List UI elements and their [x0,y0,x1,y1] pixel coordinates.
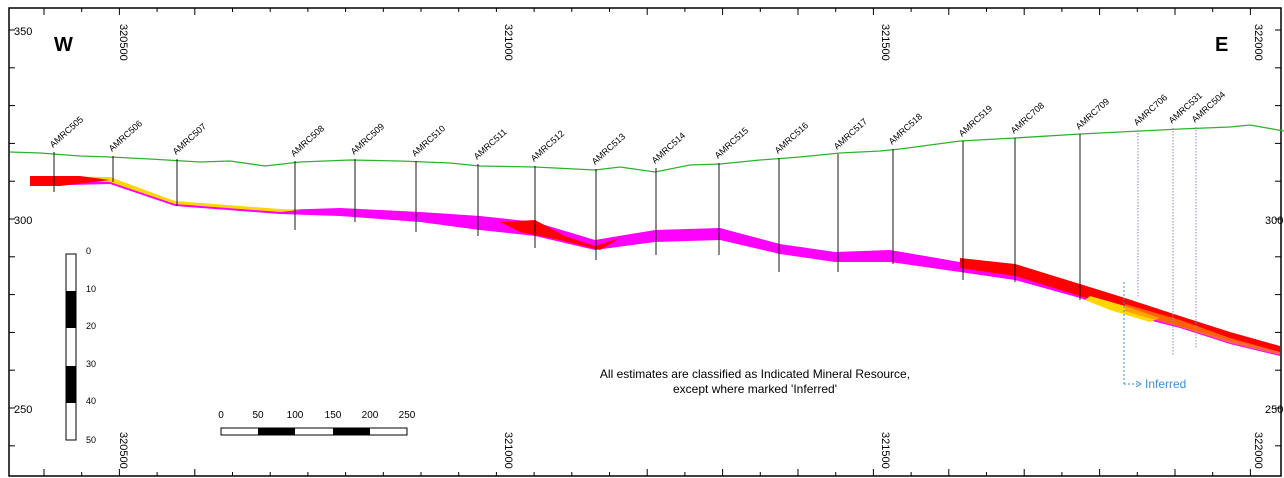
horizontal-scale-label-250: 250 [399,410,416,421]
easting-label-bottom-321000: 321000 [502,432,514,469]
vertical-scale-frame [65,253,77,441]
vertical-scale-label-40: 40 [86,396,96,406]
section-frame [8,7,1282,477]
horizontal-scale-block-1 [258,428,295,435]
elevation-label-right-300: 300 [1265,215,1283,227]
vertical-scale-label-10: 10 [86,284,96,294]
vertical-scale-bar: 0 10 20 30 40 50 [65,246,96,445]
easting-label-top-321500: 321500 [879,24,891,61]
easting-label-top-322000: 322000 [1252,24,1264,61]
topography-line [9,124,1284,173]
frame-ticks [9,8,1281,476]
horizontal-scale-label-50: 50 [252,410,264,421]
vertical-scale-label-0: 0 [86,246,91,256]
vertical-scale-label-30: 30 [86,359,96,369]
horizontal-scale-bar: 0 50 100 150 200 250 [218,410,416,436]
west-label: W [54,34,73,56]
horizontal-scale-label-150: 150 [325,410,342,421]
horizontal-scale-label-100: 100 [287,410,304,421]
elevation-label-350: 350 [14,26,32,38]
inferred-arrow-head-icon [1135,380,1142,388]
vertical-scale-block-2 [66,366,76,403]
classification-note-line-2: except where marked 'Inferred' [673,382,837,396]
ore-body [30,176,1280,356]
easting-label-top-321000: 321000 [502,24,514,61]
vertical-scale-label-50: 50 [86,435,96,445]
ore-zone-mid-grade-west [30,176,110,186]
elevation-label-250: 250 [14,404,32,416]
east-label: E [1215,34,1228,56]
elevation-label-right-250: 250 [1265,404,1283,416]
ore-zone-mid-grade-centre [500,220,620,250]
classification-note-line-1: All estimates are classified as Indicate… [600,367,910,381]
ore-zone-inferred [1125,304,1280,355]
horizontal-scale-block-2 [333,428,370,435]
easting-label-bottom-322000: 322000 [1252,432,1264,469]
inferred-marker: Inferred [1123,282,1186,391]
easting-label-top-320500: 320500 [117,24,129,61]
vertical-scale-block-1 [66,291,76,328]
easting-label-bottom-320500: 320500 [117,432,129,469]
vertical-scale-label-20: 20 [86,321,96,331]
horizontal-scale-label-0: 0 [218,410,224,421]
elevation-label-300: 300 [14,215,32,227]
horizontal-scale-label-200: 200 [362,410,379,421]
inferred-label: Inferred [1145,377,1186,391]
easting-label-bottom-321500: 321500 [879,432,891,469]
horizontal-scale-frame [220,427,408,436]
